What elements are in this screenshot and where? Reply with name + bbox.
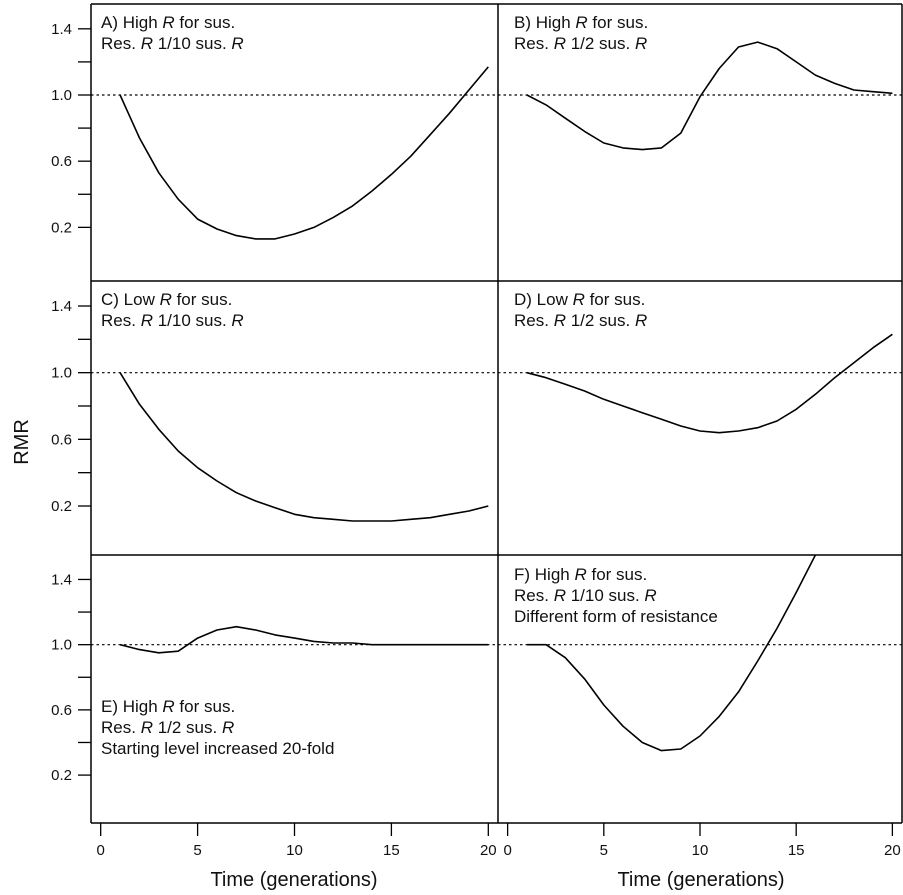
y-tick-label: 1.4 <box>51 298 72 315</box>
panel-D-label-line: Res. R 1/2 sus. R <box>514 311 647 330</box>
panel-B-label-line: Res. R 1/2 sus. R <box>514 34 647 53</box>
series-line-E <box>119 625 489 654</box>
x-tick-label: 5 <box>600 842 608 859</box>
panel-F-label-line: F) High R for sus. <box>514 565 647 584</box>
panel-labels: A) High R for sus. Res. R 1/10 sus. R B) H… <box>101 13 718 758</box>
x-tick-label: 0 <box>503 842 511 859</box>
x-tick-label: 10 <box>286 842 303 859</box>
panel-F-label-line: Different form of resistance <box>514 607 718 626</box>
x-tick-label: 20 <box>884 842 901 859</box>
series-line-B <box>526 41 893 151</box>
series-line-A <box>119 66 489 240</box>
panel-F-label-line: Res. R 1/10 sus. R <box>514 586 657 605</box>
y-tick-label: 0.6 <box>51 702 72 719</box>
y-tick-label: 0.2 <box>51 498 72 515</box>
x-tick-label: 10 <box>692 842 709 859</box>
y-tick-label: 1.0 <box>51 637 72 654</box>
panel-E-label-line: Res. R 1/2 sus. R <box>101 718 234 737</box>
series-line-D <box>526 333 893 434</box>
panel-C-label-line: C) Low R for sus. <box>101 290 232 309</box>
x-axis: 0 5 10 15 20 0 5 10 15 20 <box>97 823 901 859</box>
y-tick-label: 1.4 <box>51 571 72 588</box>
x-tick-label: 20 <box>480 842 497 859</box>
y-tick-label: 1.0 <box>51 365 72 382</box>
y-axis: 1.4 1.0 0.6 0.2 1.4 1.0 0.6 0.2 1.4 1.0 0.6 0.2 <box>51 21 91 784</box>
y-axis-title: RMR <box>11 419 33 465</box>
y-tick-label: 1.0 <box>51 87 72 104</box>
series-curves <box>119 41 893 752</box>
y-tick-label: 0.2 <box>51 767 72 784</box>
x-tick-label: 0 <box>97 842 105 859</box>
reference-lines <box>91 94 902 646</box>
panel-A-label-line: Res. R 1/10 sus. R <box>101 34 244 53</box>
panel-frames <box>90 3 903 824</box>
series-line-F <box>526 555 817 752</box>
panel-E-label-line: Starting level increased 20-fold <box>101 739 334 758</box>
x-tick-label: 5 <box>193 842 201 859</box>
y-tick-label: 1.4 <box>51 21 72 38</box>
x-axis-title-right: Time (generations) <box>617 869 784 891</box>
x-tick-label: 15 <box>383 842 400 859</box>
panel-B-label-line: B) High R for sus. <box>514 13 648 32</box>
panel-D-label-line: D) Low R for sus. <box>514 290 645 309</box>
panel-C-label-line: Res. R 1/10 sus. R <box>101 311 244 330</box>
x-axis-title-left: Time (generations) <box>210 869 377 891</box>
panel-A-label-line: A) High R for sus. <box>101 13 235 32</box>
y-tick-label: 0.6 <box>51 153 72 170</box>
series-line-C <box>119 372 489 522</box>
x-tick-label: 15 <box>788 842 805 859</box>
y-tick-label: 0.2 <box>51 219 72 236</box>
panel-E-label-line: E) High R for sus. <box>101 697 235 716</box>
y-tick-label: 0.6 <box>51 431 72 448</box>
